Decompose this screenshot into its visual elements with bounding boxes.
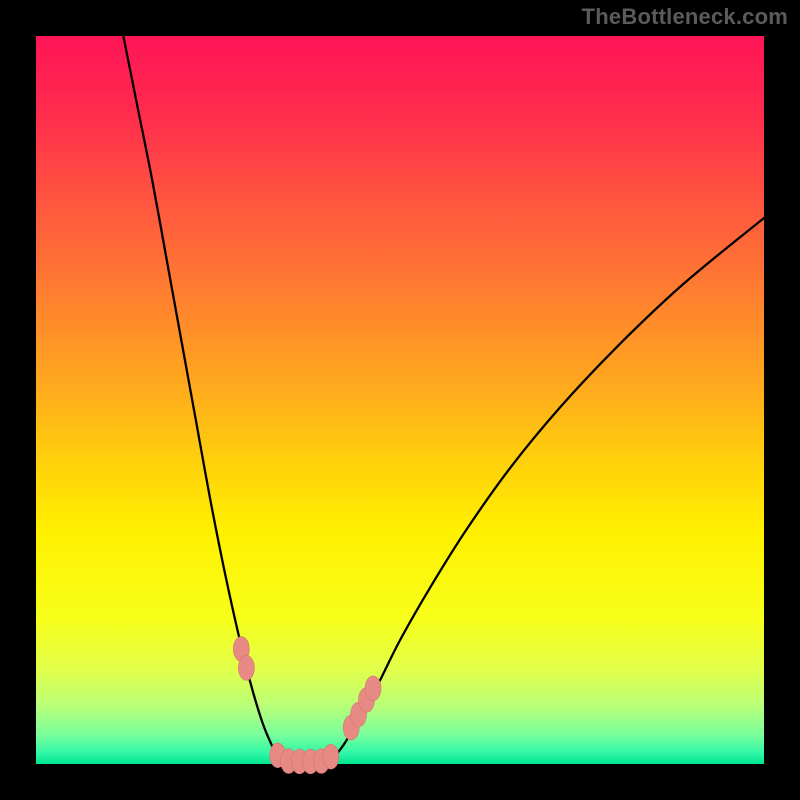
- marker-point: [323, 744, 339, 769]
- marker-point: [238, 656, 254, 681]
- marker-point: [365, 676, 381, 701]
- bottleneck-chart: [0, 0, 800, 800]
- chart-container: TheBottleneck.com: [0, 0, 800, 800]
- watermark-text: TheBottleneck.com: [582, 4, 788, 30]
